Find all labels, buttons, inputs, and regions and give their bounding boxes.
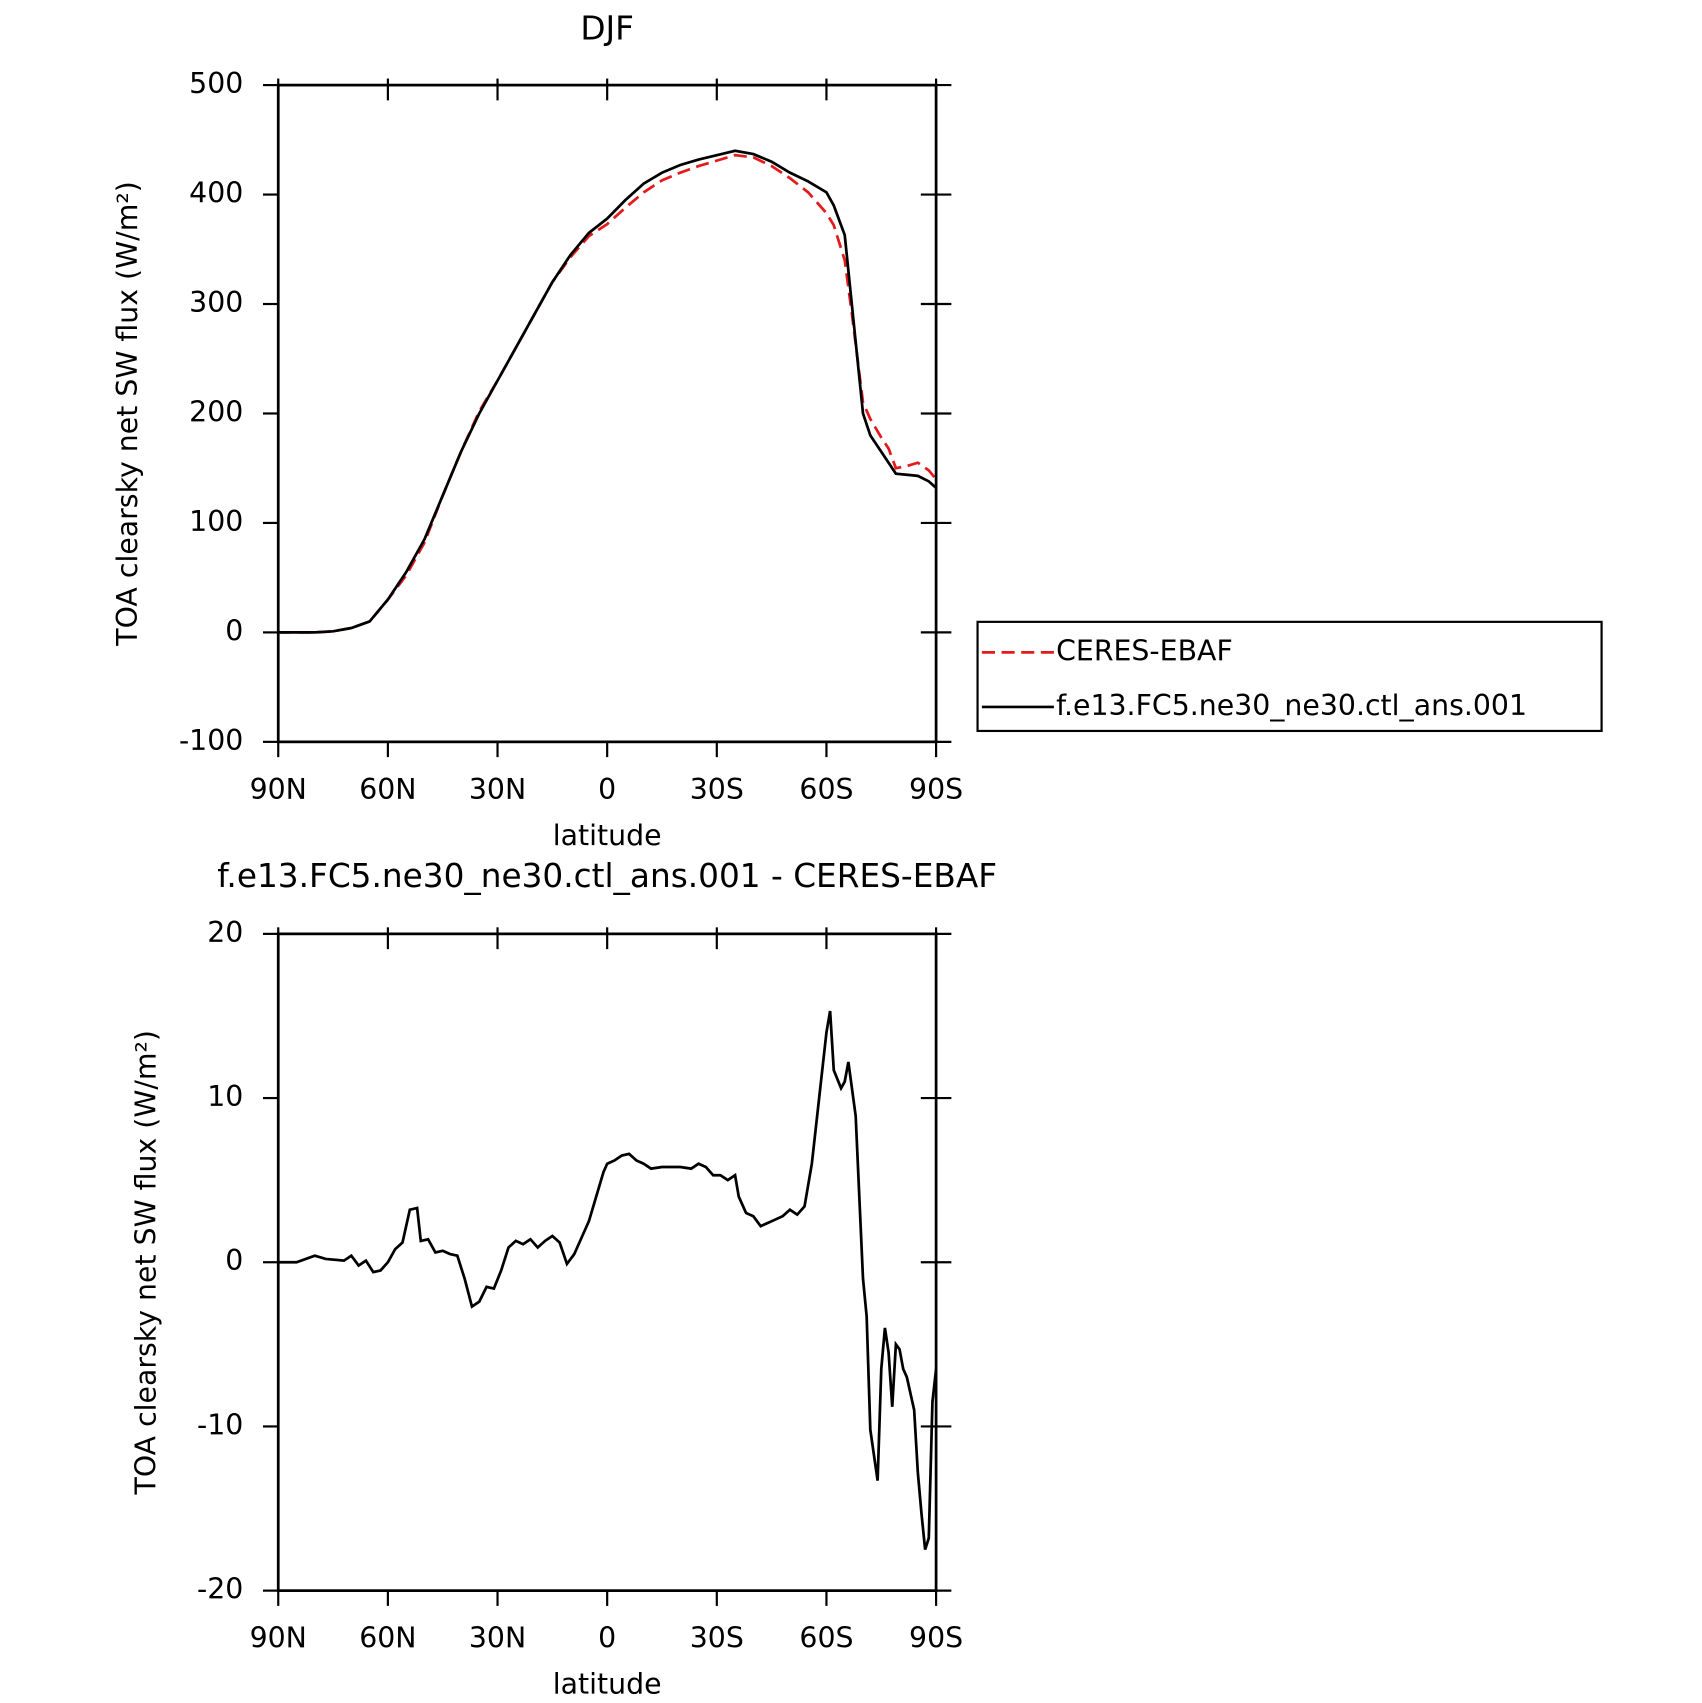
x-tick-label: 60N (359, 773, 416, 806)
y-tick-label: 0 (225, 1244, 243, 1277)
x-tick-label: 30S (690, 773, 744, 806)
y-axis-label: TOA clearsky net SW flux (W/m²) (129, 1030, 162, 1495)
chart-title: f.e13.FC5.ne30_ne30.ctl_ans.001 - CERES-… (217, 857, 997, 895)
y-tick-label: 100 (189, 505, 243, 538)
y-tick-label: -20 (197, 1573, 243, 1606)
y-tick-label: 20 (207, 916, 243, 949)
x-tick-label: 90S (909, 773, 963, 806)
chart-title: DJF (580, 10, 634, 48)
x-axis-label: latitude (553, 1668, 662, 1701)
y-tick-label: -10 (197, 1408, 243, 1441)
x-tick-label: 90S (909, 1622, 963, 1655)
legend-label: f.e13.FC5.ne30_ne30.ctl_ans.001 (1056, 689, 1527, 722)
legend-box (976, 620, 1603, 733)
x-axis-label: latitude (553, 819, 662, 852)
plot-frame (276, 83, 938, 744)
y-tick-label: 400 (189, 177, 243, 210)
x-tick-label: 30N (469, 1622, 526, 1655)
x-tick-label: 0 (598, 1622, 616, 1655)
x-tick-label: 60N (359, 1622, 416, 1655)
x-tick-label: 0 (598, 773, 616, 806)
data-line (278, 1010, 938, 1551)
legend-label: CERES-EBAF (1056, 634, 1233, 667)
y-tick-label: 300 (189, 286, 243, 319)
y-tick-label: 200 (189, 395, 243, 428)
x-tick-label: 90N (250, 773, 307, 806)
x-tick-label: 30S (690, 1622, 744, 1655)
data-line (278, 149, 938, 634)
y-tick-label: 500 (189, 67, 243, 100)
y-axis-label: TOA clearsky net SW flux (W/m²) (111, 181, 144, 646)
x-tick-label: 60S (799, 773, 853, 806)
plot-frame (276, 932, 938, 1592)
y-tick-label: -100 (179, 724, 243, 757)
x-tick-label: 30N (469, 773, 526, 806)
x-tick-label: 90N (250, 1622, 307, 1655)
x-tick-label: 60S (799, 1622, 853, 1655)
y-tick-label: 10 (207, 1080, 243, 1113)
data-line (278, 153, 938, 634)
y-tick-label: 0 (225, 614, 243, 647)
